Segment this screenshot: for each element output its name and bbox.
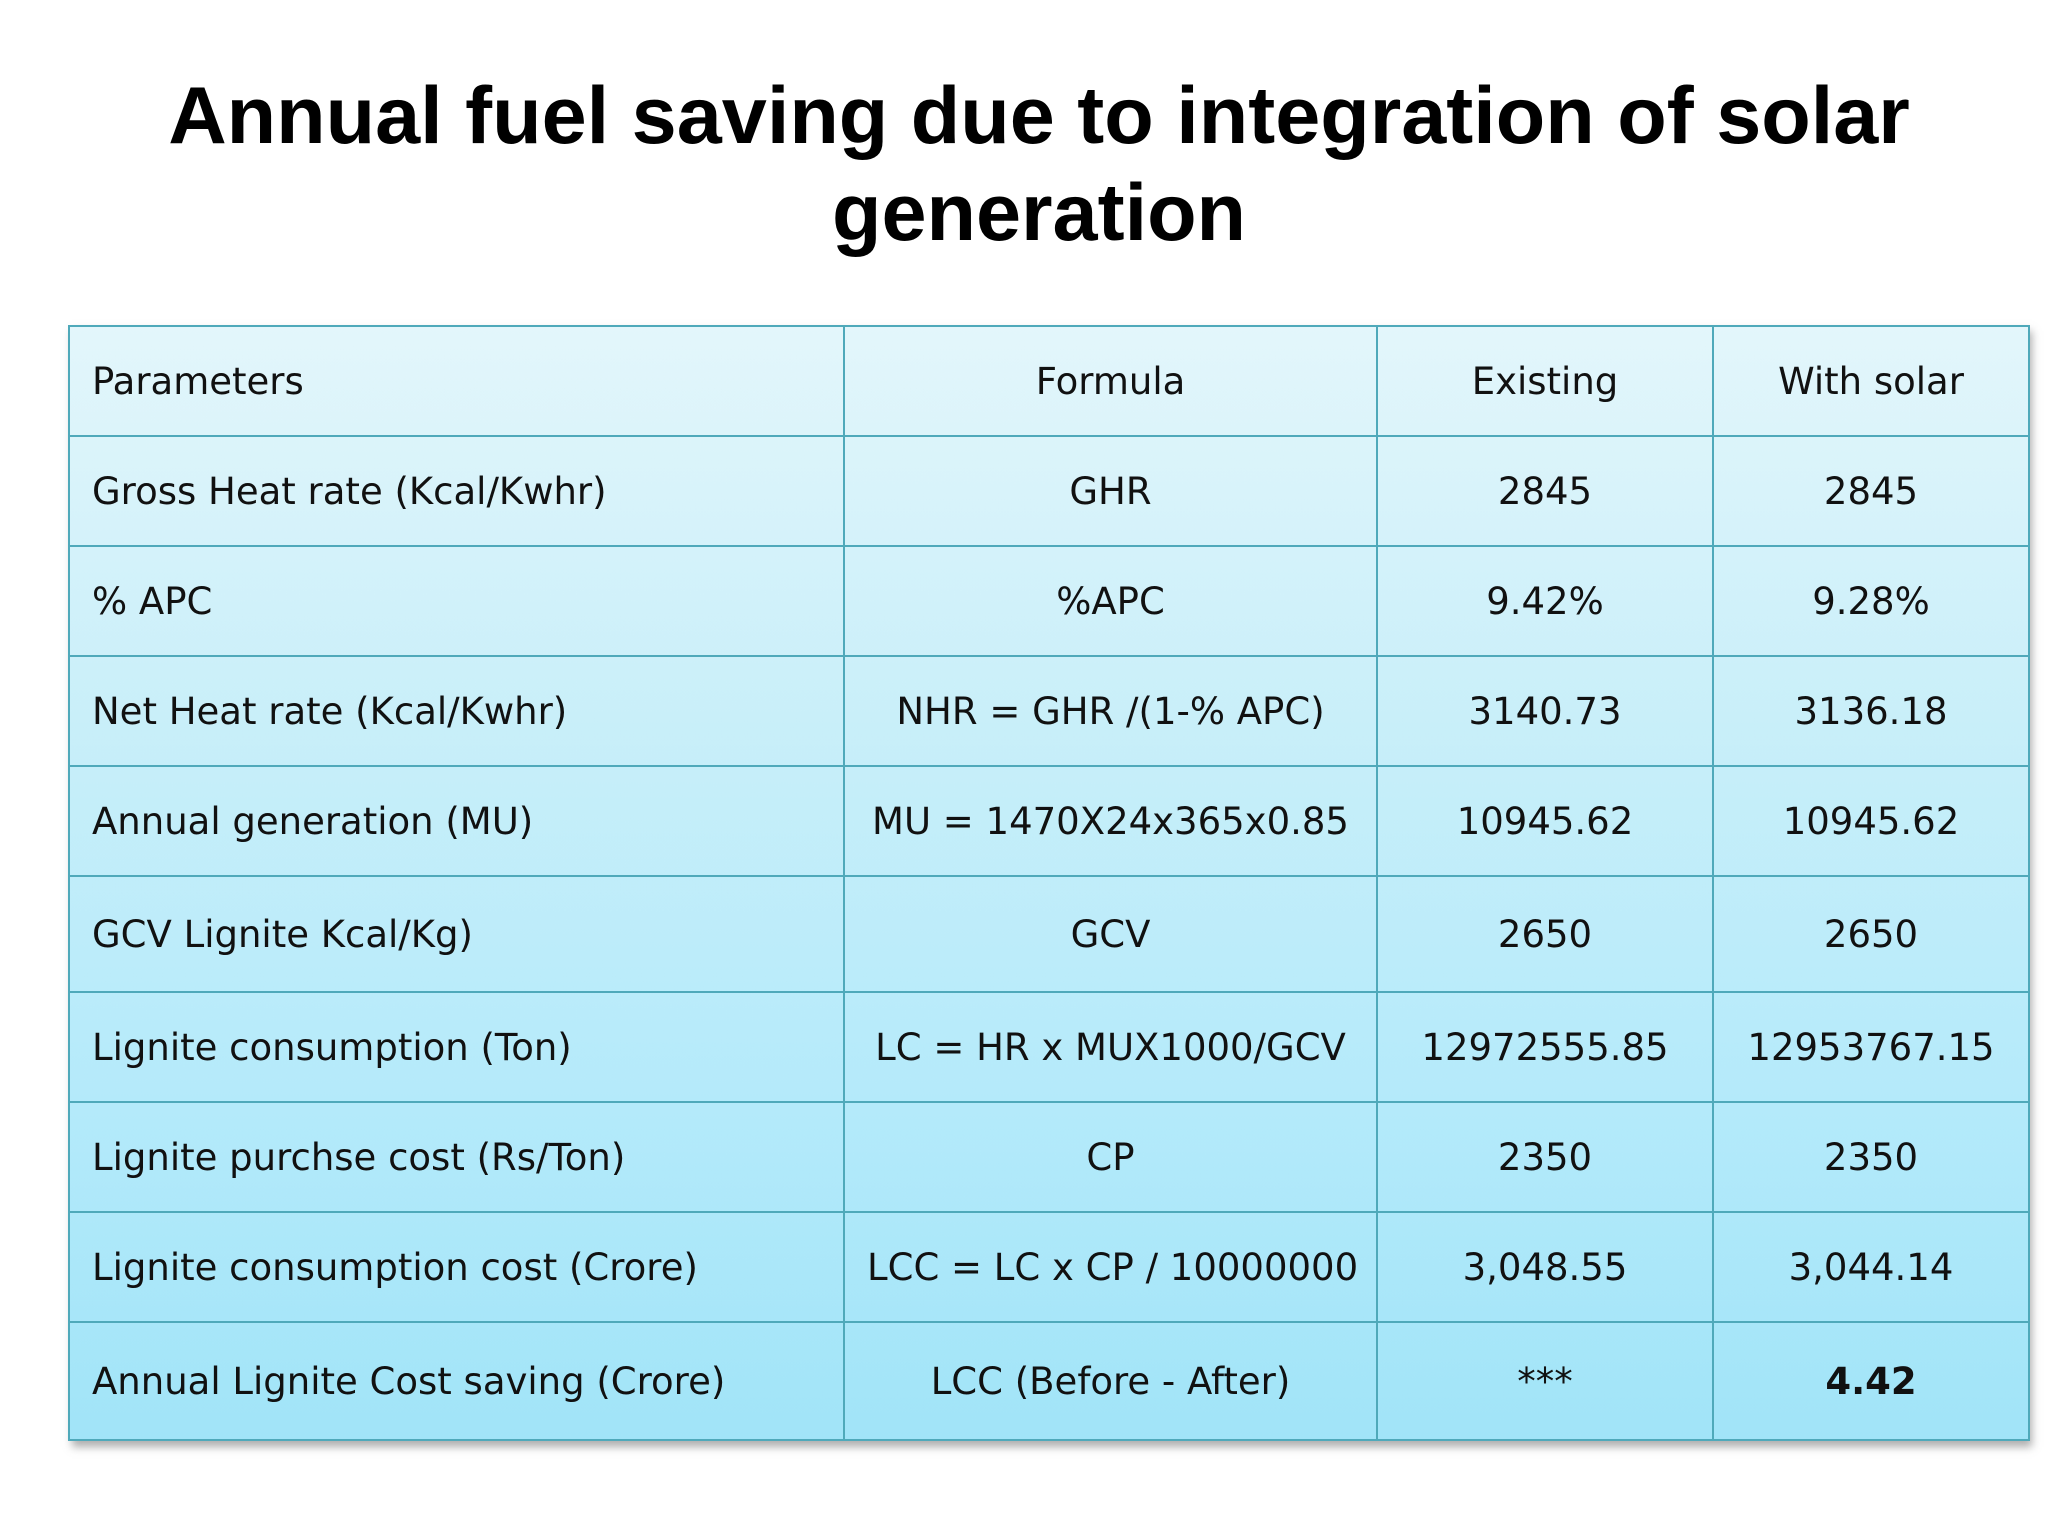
parameters-table-container: Parameters Formula Existing With solar G… <box>68 325 2030 1441</box>
header-with-solar: With solar <box>1712 325 2030 437</box>
formula-cell: GHR <box>843 435 1378 547</box>
with-solar-cell: 2650 <box>1712 875 2030 993</box>
table-row-total: Annual Lignite Cost saving (Crore) LCC (… <box>68 1321 2030 1441</box>
formula-cell: NHR = GHR /(1-% APC) <box>843 655 1378 767</box>
existing-cell: 3140.73 <box>1376 655 1714 767</box>
existing-cell: 3,048.55 <box>1376 1211 1714 1323</box>
parameter-cell: Lignite consumption (Ton) <box>68 991 845 1103</box>
header-formula: Formula <box>843 325 1378 437</box>
title-line-1: Annual fuel saving due to integration of… <box>168 71 1910 161</box>
parameter-cell: Lignite purchse cost (Rs/Ton) <box>68 1101 845 1213</box>
formula-cell: LC = HR x MUX1000/GCV <box>843 991 1378 1103</box>
table-row: % APC %APC 9.42% 9.28% <box>68 545 2030 657</box>
existing-cell: 2845 <box>1376 435 1714 547</box>
formula-cell: LCC (Before - After) <box>843 1321 1378 1441</box>
formula-cell: LCC = LC x CP / 10000000 <box>843 1211 1378 1323</box>
with-solar-cell: 10945.62 <box>1712 765 2030 877</box>
parameter-cell: Annual generation (MU) <box>68 765 845 877</box>
parameter-cell: Gross Heat rate (Kcal/Kwhr) <box>68 435 845 547</box>
formula-cell: MU = 1470X24x365x0.85 <box>843 765 1378 877</box>
title-line-2: generation <box>831 168 1247 258</box>
existing-cell: *** <box>1376 1321 1714 1441</box>
table-row: Lignite consumption cost (Crore) LCC = L… <box>68 1211 2030 1323</box>
header-existing: Existing <box>1376 325 1714 437</box>
formula-cell: GCV <box>843 875 1378 993</box>
parameter-cell: Net Heat rate (Kcal/Kwhr) <box>68 655 845 767</box>
parameter-cell: GCV Lignite Kcal/Kg) <box>68 875 845 993</box>
parameter-cell: Annual Lignite Cost saving (Crore) <box>68 1321 845 1441</box>
existing-cell: 2650 <box>1376 875 1714 993</box>
with-solar-cell: 12953767.15 <box>1712 991 2030 1103</box>
table-row: Gross Heat rate (Kcal/Kwhr) GHR 2845 284… <box>68 435 2030 547</box>
formula-cell: %APC <box>843 545 1378 657</box>
saving-value-cell: 4.42 <box>1712 1321 2030 1441</box>
header-parameters: Parameters <box>68 325 845 437</box>
formula-cell: CP <box>843 1101 1378 1213</box>
with-solar-cell: 3136.18 <box>1712 655 2030 767</box>
existing-cell: 12972555.85 <box>1376 991 1714 1103</box>
with-solar-cell: 3,044.14 <box>1712 1211 2030 1323</box>
parameters-table: Parameters Formula Existing With solar G… <box>68 325 2030 1441</box>
table-row: Lignite purchse cost (Rs/Ton) CP 2350 23… <box>68 1101 2030 1213</box>
with-solar-cell: 2350 <box>1712 1101 2030 1213</box>
table-row: Net Heat rate (Kcal/Kwhr) NHR = GHR /(1-… <box>68 655 2030 767</box>
with-solar-cell: 2845 <box>1712 435 2030 547</box>
table-header-row: Parameters Formula Existing With solar <box>68 325 2030 437</box>
table-row: Lignite consumption (Ton) LC = HR x MUX1… <box>68 991 2030 1103</box>
existing-cell: 9.42% <box>1376 545 1714 657</box>
table-row: GCV Lignite Kcal/Kg) GCV 2650 2650 <box>68 875 2030 993</box>
slide-title: Annual fuel saving due to integration of… <box>0 68 2048 262</box>
existing-cell: 10945.62 <box>1376 765 1714 877</box>
parameter-cell: % APC <box>68 545 845 657</box>
existing-cell: 2350 <box>1376 1101 1714 1213</box>
with-solar-cell: 9.28% <box>1712 545 2030 657</box>
parameter-cell: Lignite consumption cost (Crore) <box>68 1211 845 1323</box>
table-row: Annual generation (MU) MU = 1470X24x365x… <box>68 765 2030 877</box>
